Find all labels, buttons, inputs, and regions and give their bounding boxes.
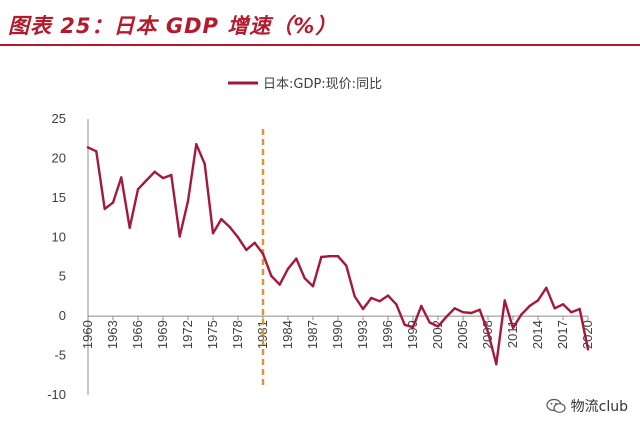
data-point (253, 241, 256, 244)
data-point (245, 248, 248, 252)
data-point (211, 232, 215, 235)
x-tick-labels: 1960196319661969197219751978198119841987… (80, 316, 595, 349)
data-point (353, 295, 356, 298)
data-point (220, 217, 223, 221)
data-point (470, 311, 473, 315)
data-point (145, 179, 148, 182)
data-point (186, 199, 190, 203)
data-point (453, 307, 456, 310)
data-point (328, 255, 331, 258)
data-point (203, 162, 206, 166)
x-tick-label: 1963 (105, 320, 120, 349)
data-point (95, 150, 98, 153)
data-point (570, 311, 573, 314)
data-point (520, 313, 523, 316)
data-point (378, 300, 381, 303)
data-point (270, 274, 273, 278)
chart: 日本:GDP:现价:同比 25 20 15 10 5 0 -5 -10 1960 1963 196… (47, 77, 595, 402)
watermark-text: 物流club (570, 399, 628, 415)
data-point (461, 311, 465, 314)
data-point (528, 304, 531, 308)
data-point (261, 252, 265, 255)
data-point (320, 255, 323, 259)
data-point (286, 267, 290, 270)
data-point (278, 283, 281, 286)
data-point (511, 326, 515, 330)
title-underline (0, 44, 640, 46)
data-point (586, 348, 590, 351)
x-tick-label: 1993 (355, 320, 370, 349)
x-tick-label: 2011 (505, 320, 520, 348)
data-point (445, 315, 448, 319)
data-point (103, 207, 106, 211)
data-point (345, 264, 348, 267)
data-point (478, 308, 481, 311)
data-point (128, 226, 131, 229)
series-group (86, 142, 590, 366)
data-point (195, 143, 198, 146)
data-point (553, 307, 556, 310)
x-tick-label: 1966 (130, 320, 145, 349)
data-point (170, 173, 173, 177)
x-tick-label: 1987 (305, 320, 320, 349)
data-point (120, 176, 123, 179)
x-tick-label: 1996 (380, 320, 395, 349)
y-tick-label: -10 (47, 387, 66, 402)
data-point (295, 257, 298, 260)
x-tick-label: 1969 (155, 320, 170, 349)
y-tick-label: 15 (52, 190, 66, 205)
data-point (403, 323, 406, 326)
watermark: 物流club (546, 396, 628, 416)
data-point (178, 235, 181, 238)
data-point (486, 330, 490, 334)
x-tick-label: 2005 (455, 320, 470, 349)
data-point (503, 299, 506, 302)
data-point (561, 303, 565, 306)
data-point (536, 299, 540, 302)
data-point (436, 325, 440, 328)
x-tick-label: 1990 (330, 320, 345, 349)
data-point (161, 176, 165, 180)
wechat-icon (546, 398, 566, 413)
data-point (336, 255, 340, 258)
x-tick-label: 1972 (180, 320, 195, 349)
y-tick-label: 10 (52, 229, 66, 244)
data-point (86, 146, 90, 149)
chart-title: 图表 25：日本 GDP 增速（%） (8, 14, 338, 38)
data-point (420, 304, 423, 308)
y-tick-labels: 25 20 15 10 5 0 -5 -10 (47, 111, 66, 402)
x-tick-label: 2002 (430, 320, 445, 349)
y-tick-label: 5 (59, 269, 66, 284)
data-point (136, 188, 140, 191)
y-tick-label: 0 (59, 308, 66, 323)
data-point (303, 277, 306, 280)
data-point (236, 236, 240, 239)
data-point (311, 285, 315, 288)
x-tick-label: 1960 (80, 320, 95, 349)
legend-entry: 日本:GDP:现价:同比 (263, 77, 382, 92)
data-point (386, 294, 390, 297)
data-point (578, 307, 581, 311)
data-point (228, 225, 231, 229)
data-point (111, 201, 115, 204)
x-tick-label: 1984 (280, 320, 295, 349)
data-point (428, 321, 431, 324)
x-tick-label: 2014 (530, 320, 545, 349)
title-bar: 图表 25：日本 GDP 增速（%） (0, 0, 640, 46)
y-tick-label: -5 (54, 348, 66, 363)
y-tick-label: 20 (52, 150, 66, 165)
x-tick-label: 2017 (555, 320, 570, 349)
data-point (370, 296, 373, 300)
y-tick-label: 25 (52, 111, 66, 126)
data-point (395, 303, 398, 306)
data-point (361, 307, 365, 311)
legend: 日本:GDP:现价:同比 (228, 77, 382, 92)
x-tick-label: 1978 (230, 320, 245, 349)
data-point (411, 326, 415, 329)
data-point (153, 170, 156, 173)
x-tick-label: 1999 (405, 320, 420, 349)
x-tick-label: 1975 (205, 320, 220, 349)
data-point (545, 286, 548, 289)
data-point (495, 363, 498, 366)
